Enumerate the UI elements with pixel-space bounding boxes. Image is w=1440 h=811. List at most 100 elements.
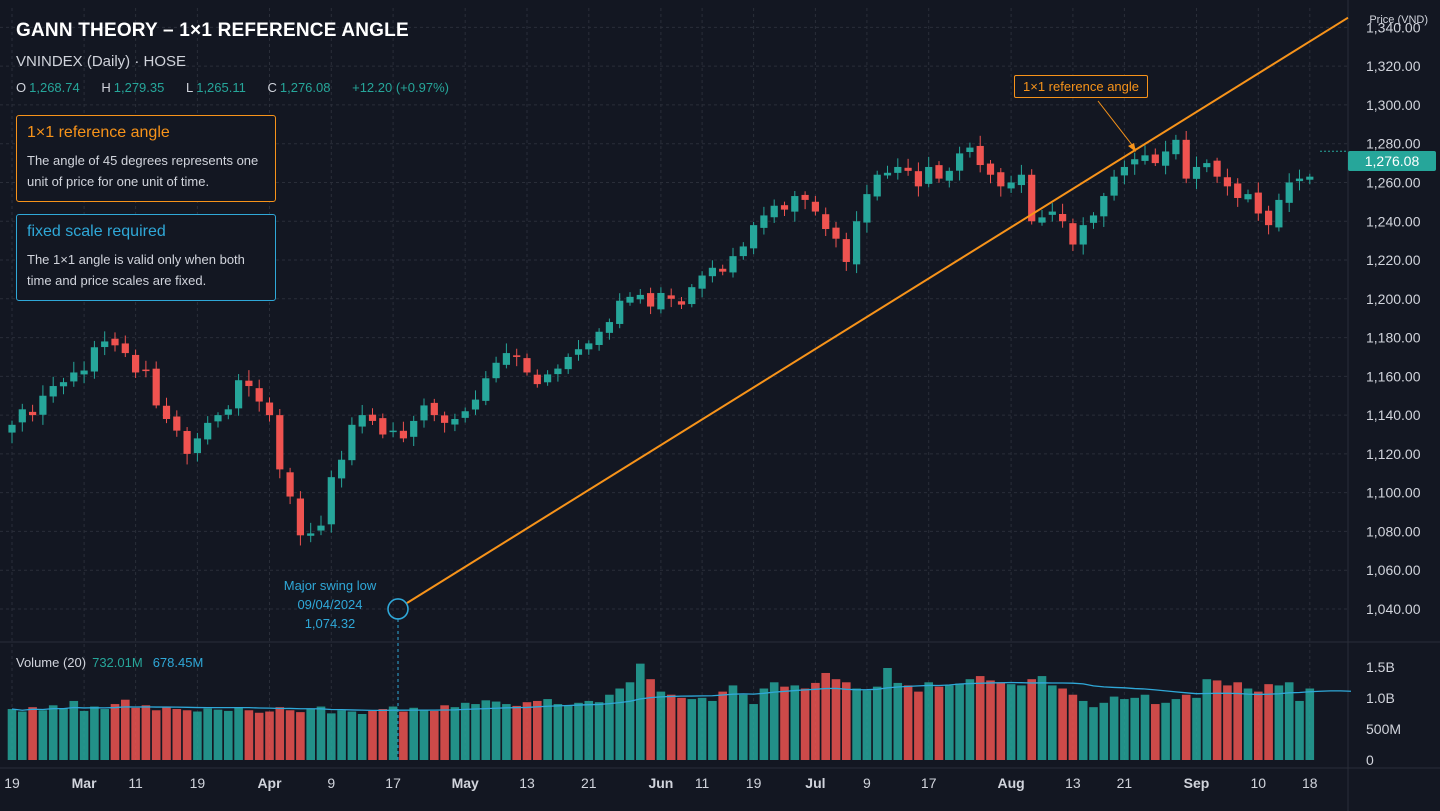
candle-body [533, 374, 541, 385]
volume-bar [7, 709, 17, 760]
swing-low-label: Major swing low 09/04/2024 1,074.32 [270, 576, 390, 633]
candle-body [986, 163, 995, 175]
close-value: 1,276.08 [279, 80, 331, 95]
volume-bar [28, 707, 37, 760]
candle-body [502, 353, 510, 365]
low-label: L [185, 80, 194, 95]
current-price-tag: 1,276.08 [1348, 151, 1436, 171]
candle-body [574, 349, 583, 355]
volume-bar [584, 700, 594, 760]
candle-body [863, 194, 871, 223]
volume-bar [430, 710, 439, 760]
candle-body [317, 525, 325, 531]
info-box-title: 1×1 reference angle [27, 124, 170, 141]
candle-body [1100, 196, 1108, 217]
candle-body [1069, 223, 1077, 245]
volume-bar [419, 709, 429, 760]
candle-body [1059, 214, 1067, 222]
candle-body [698, 275, 706, 289]
volume-bar [666, 694, 676, 760]
volume-bar [1130, 697, 1139, 760]
candle-body [1285, 182, 1293, 203]
candle-body [657, 292, 665, 310]
candle-body [173, 416, 181, 431]
candle-body [265, 402, 274, 416]
candle-body [719, 268, 727, 272]
volume-bar [574, 702, 583, 760]
volume-bar [1223, 685, 1232, 760]
candle-body [616, 300, 624, 324]
candle-body [224, 409, 232, 415]
candle-body [585, 343, 593, 350]
symbol-label: VNINDEX (Daily) · HOSE [16, 53, 187, 70]
candle-body [338, 459, 346, 479]
candle-body [1141, 155, 1149, 161]
candle-body [605, 322, 613, 333]
change-value: +12.20 (+0.97%) [352, 80, 449, 95]
candle-body [1203, 163, 1211, 168]
price-tick-label: 1,340.00 [1366, 19, 1421, 35]
candle-body [677, 301, 686, 305]
candle-body [935, 165, 943, 179]
volume-bar [244, 710, 254, 760]
candle-body [750, 225, 758, 249]
volume-bar [1027, 679, 1036, 760]
candle-body [327, 477, 335, 525]
candle-body [1265, 210, 1273, 226]
candle-body [492, 362, 500, 379]
volume-bar [285, 710, 295, 760]
candle-body [420, 405, 428, 421]
candle-body [1017, 174, 1025, 186]
volume-bar [780, 686, 789, 760]
candle-body [1182, 139, 1190, 179]
volume-value: 732.01M [92, 655, 143, 670]
gann-1x1-angle-line [406, 16, 1349, 604]
candle-body [399, 430, 407, 439]
info-box-reference-angle: 1×1 reference angle The angle of 45 degr… [16, 115, 276, 202]
info-box-body: The angle of 45 degrees represents one u… [27, 153, 259, 189]
volume-bar [162, 706, 171, 760]
volume-bar [945, 685, 954, 760]
volume-ma-line [11, 681, 1352, 712]
volume-bar [306, 709, 315, 760]
candle-body [255, 388, 263, 402]
time-tick-label: 17 [385, 775, 401, 791]
volume-bar [110, 704, 120, 760]
volume-bar [131, 707, 140, 760]
volume-legend-label: Volume (20) [16, 655, 87, 670]
candle-body [626, 296, 634, 303]
volume-bar [533, 700, 542, 760]
chart-title: GANN THEORY – 1×1 REFERENCE ANGLE [16, 20, 409, 41]
candle-body [296, 498, 304, 536]
candle-body [513, 355, 521, 357]
candle-body [1110, 176, 1118, 196]
time-tick-label: 21 [581, 775, 597, 791]
volume-bar [1243, 688, 1253, 760]
candle-body [18, 409, 26, 423]
volume-bar [1099, 702, 1109, 760]
time-tick-label: 13 [1065, 775, 1081, 791]
volume-bar [254, 712, 264, 760]
volume-bar [1254, 691, 1263, 760]
volume-bar [491, 701, 501, 760]
volume-tick-label: 1.5B [1366, 659, 1395, 675]
volume-bar [790, 685, 800, 760]
volume-bar [193, 711, 202, 760]
candle-body [1162, 151, 1170, 166]
volume-bar [615, 688, 624, 760]
candle-body [1079, 225, 1087, 245]
candle-body [29, 411, 37, 416]
volume-ma-value: 678.45M [152, 655, 204, 670]
candle-body [1028, 174, 1036, 222]
candle-body [389, 430, 397, 433]
candle-body [1048, 211, 1056, 215]
volume-bar [460, 702, 470, 760]
price-axis-title: Price (VND) [1369, 14, 1428, 26]
volume-bar [1120, 699, 1129, 760]
volume-bar [100, 709, 109, 760]
candle-body [904, 167, 912, 171]
candle-body [976, 145, 984, 166]
candle-body [451, 418, 459, 425]
volume-bar [563, 705, 573, 760]
candle-body [1244, 194, 1252, 200]
